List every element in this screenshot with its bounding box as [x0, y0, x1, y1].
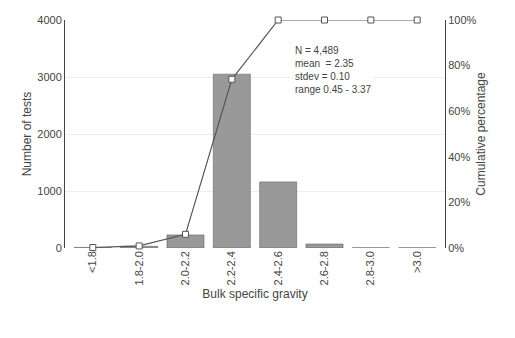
svg-text:2.4-2.6: 2.4-2.6: [272, 251, 284, 285]
svg-text:2.2-2.4: 2.2-2.4: [225, 251, 237, 285]
svg-text:>3.0: >3.0: [411, 251, 423, 273]
svg-text:Number of tests: Number of tests: [20, 92, 34, 177]
svg-text:60%: 60%: [448, 105, 470, 117]
svg-text:3000: 3000: [37, 71, 61, 83]
svg-text:0: 0: [56, 242, 62, 254]
svg-text:40%: 40%: [448, 151, 470, 163]
svg-text:1.8-2.0: 1.8-2.0: [133, 251, 145, 285]
svg-text:0%: 0%: [448, 242, 464, 254]
svg-text:20%: 20%: [448, 196, 470, 208]
svg-text:80%: 80%: [448, 59, 470, 71]
svg-text:100%: 100%: [448, 14, 476, 26]
svg-text:N = 4,489mean = 2.35stdev = 0: N = 4,489mean = 2.35stdev = 0.10range 0.…: [295, 45, 372, 95]
svg-text:Cumulative percentage: Cumulative percentage: [474, 72, 488, 196]
svg-text:Bulk specific gravity: Bulk specific gravity: [202, 287, 307, 301]
svg-text:2.8-3.0: 2.8-3.0: [364, 251, 376, 285]
svg-text:2000: 2000: [37, 128, 61, 140]
svg-text:2.6-2.8: 2.6-2.8: [318, 251, 330, 285]
svg-text:<1.8: <1.8: [86, 251, 98, 273]
svg-text:4000: 4000: [37, 14, 61, 26]
svg-text:1000: 1000: [37, 185, 61, 197]
svg-text:2.0-2.2: 2.0-2.2: [179, 251, 191, 285]
